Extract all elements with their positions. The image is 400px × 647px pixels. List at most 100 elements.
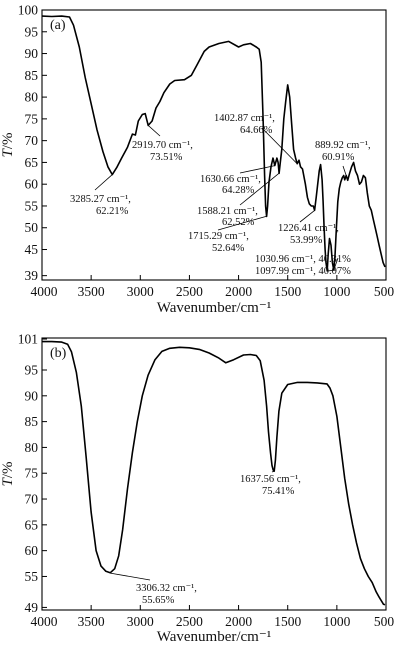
panel-b-y-tick-label: 80 — [25, 440, 39, 455]
panel-a-annotation-1715: 1715.29 cm⁻¹, 52.64% — [188, 231, 249, 254]
panel-a-label: (a) — [50, 18, 66, 33]
panel-a-annotation-1715-line2: 52.64% — [212, 243, 245, 254]
panel-a-annotation-1588: 1588.21 cm⁻¹, 62.52% — [197, 206, 258, 228]
panel-a-leader-line — [147, 125, 161, 137]
panel-a-annotation-1588-line1: 1588.21 cm⁻¹, — [197, 206, 258, 217]
panel-b-annotation-1637-line2: 75.41% — [262, 486, 295, 497]
panel-b-y-tick-label: 49 — [25, 600, 39, 615]
panel-a-x-tick-label: 1000 — [323, 284, 350, 299]
panel-a-annotation-1402-line1: 1402.87 cm⁻¹, — [214, 113, 275, 124]
panel-a-leader-line — [217, 215, 267, 231]
panel-b-x-tick-label: 500 — [374, 614, 395, 629]
panel-a-y-tick-label: 55 — [25, 198, 39, 213]
panel-a-y-tick-label: 95 — [25, 24, 39, 39]
panel-a-annotation-1588-line2: 62.52% — [222, 217, 255, 228]
panel-b-ticks: 4000 3500 3000 2500 2000 1500 1000 500 49 55 60 65 7… — [18, 332, 395, 629]
panel-a-y-tick-label: 85 — [25, 68, 39, 83]
panel-a-leader-line — [239, 172, 280, 206]
panel-a-y-tick-label: 65 — [25, 155, 39, 170]
panel-a-y-tick-label: 80 — [25, 90, 39, 105]
panel-b-y-tick-label: 85 — [25, 414, 39, 429]
panel-a-leader-line — [94, 174, 113, 191]
panel-b-x-tick-label: 1500 — [274, 614, 301, 629]
panel-a-annotation-1226-line2: 53.99% — [290, 235, 323, 246]
panel-a-annotation-889-line2: 60.91% — [322, 152, 355, 163]
panel-a-annotation-3285-line2: 62.21% — [96, 206, 129, 217]
panel-a-y-tick-label: 60 — [25, 177, 39, 192]
panel-a-annotation-2919: 2919.70 cm⁻¹, 73.51% — [132, 140, 193, 163]
panel-a-annotation-1226: 1226.41 cm⁻¹, 53.99% — [278, 223, 339, 246]
panel-a-annotation-2919-line2: 73.51% — [150, 152, 183, 163]
panel-b-annotation-leaders — [110, 470, 275, 581]
panel-b-y-tick-label: 101 — [18, 332, 38, 347]
panel-a-x-axis-label: Wavenumber/cm⁻¹ — [157, 300, 272, 316]
panel-a-x-tick-label: 3500 — [78, 284, 105, 299]
panel-a-y-axis-symbol: T — [0, 148, 16, 158]
panel-a-y-axis-unit: /% — [0, 132, 16, 149]
panel-b-plot-frame — [41, 337, 387, 611]
panel-b-y-axis-label: T/% — [0, 461, 16, 486]
panel-b-spectrum-line — [42, 340, 386, 606]
panel-a-y-tick-label: 70 — [25, 133, 39, 148]
panel-a-y-tick-label: 45 — [25, 242, 39, 257]
panel-a-spectrum-line — [41, 15, 386, 272]
panel-b-label: (b) — [50, 346, 67, 361]
panel-b-x-tick-label: 2000 — [225, 614, 252, 629]
panel-b-y-tick-label: 75 — [25, 466, 39, 481]
panel-a-annotation-1402: 1402.87 cm⁻¹, 64.66% — [214, 113, 275, 136]
panel-b-x-tick-label: 3500 — [78, 614, 105, 629]
panel-a-annotation-1630-line1: 1630.66 cm⁻¹, — [200, 174, 261, 185]
panel-b-y-axis-unit: /% — [0, 461, 16, 478]
panel-a-annotation-1402-line2: 64.66% — [240, 125, 273, 136]
panel-a-annotation-1030: 1030.96 cm⁻¹, 40.31% — [255, 254, 351, 265]
panel-b-x-tick-label: 1000 — [323, 614, 350, 629]
panel-a-x-tick-label: 2000 — [225, 284, 252, 299]
panel-a-x-tick-label: 1500 — [274, 284, 301, 299]
panel-a-annotation-1630-line2: 64.28% — [222, 185, 255, 196]
panel-b-x-tick-label: 3000 — [127, 614, 154, 629]
panel-a-leader-line — [239, 165, 275, 174]
panel-a-annotation-2919-line1: 2919.70 cm⁻¹, — [132, 140, 193, 151]
panel-a-y-tick-label: 39 — [25, 268, 39, 283]
panel-b-annotation-1637-line1: 1637.56 cm⁻¹, — [240, 474, 301, 485]
panel-b-y-tick-label: 55 — [25, 569, 39, 584]
panel-b-y-axis-symbol: T — [0, 477, 16, 487]
panel-a-y-tick-label: 75 — [25, 111, 39, 126]
panel-b-leader-line — [110, 572, 151, 581]
panel-a-annotation-3285: 3285.27 cm⁻¹, 62.21% — [70, 194, 131, 217]
panel-a-leader-line — [261, 127, 298, 165]
panel-b-y-tick-label: 90 — [25, 388, 39, 403]
panel-a-y-tick-label: 50 — [25, 220, 39, 235]
panel-b-x-axis-label: Wavenumber/cm⁻¹ — [157, 629, 272, 645]
panel-b-y-tick-label: 70 — [25, 492, 39, 507]
panel-a-chart: 4000 3500 3000 2500 2000 1500 1000 500 39 45 50 55 6… — [0, 3, 394, 317]
panel-b-annotation-3306: 3306.32 cm⁻¹, 55.65% — [136, 583, 197, 606]
panel-b-annotation-1637: 1637.56 cm⁻¹, 75.41% — [240, 474, 301, 497]
panel-a-x-tick-label: 500 — [374, 284, 395, 299]
panel-a-annotation-3285-line1: 3285.27 cm⁻¹, — [70, 194, 131, 205]
panel-a-plot-frame — [41, 9, 387, 281]
panel-a-annotation-889-line1: 889.92 cm⁻¹, — [315, 140, 371, 151]
panel-b-x-tick-label: 4000 — [31, 614, 58, 629]
panel-a-y-tick-label: 100 — [18, 3, 39, 18]
panel-a-x-tick-label: 2500 — [176, 284, 203, 299]
panel-a-annotation-leaders — [94, 125, 349, 272]
panel-b-y-tick-label: 60 — [25, 543, 39, 558]
panel-a-y-tick-label: 90 — [25, 46, 39, 61]
panel-b-y-tick-label: 65 — [25, 517, 39, 532]
panel-a-leader-line — [299, 210, 315, 223]
panel-a-annotation-1715-line1: 1715.29 cm⁻¹, — [188, 231, 249, 242]
panel-b-x-tick-label: 2500 — [176, 614, 203, 629]
panel-b-chart: 4000 3500 3000 2500 2000 1500 1000 500 49 55 60 65 7… — [0, 332, 394, 645]
panel-b-annotation-3306-line1: 3306.32 cm⁻¹, — [136, 583, 197, 594]
panel-b-annotation-3306-line2: 55.65% — [142, 595, 175, 606]
panel-a-ticks: 4000 3500 3000 2500 2000 1500 1000 500 39 45 50 55 6… — [18, 3, 395, 300]
panel-a-annotation-889: 889.92 cm⁻¹, 60.91% — [315, 140, 371, 163]
panel-a-y-axis-label: T/% — [0, 132, 16, 157]
panel-a-annotation-1097: 1097.99 cm⁻¹, 40.07% — [255, 266, 351, 277]
panel-a-x-tick-label: 3000 — [127, 284, 154, 299]
panel-a-x-tick-label: 4000 — [31, 284, 58, 299]
panel-a-annotation-1630: 1630.66 cm⁻¹, 64.28% — [200, 174, 261, 196]
panel-b-y-tick-label: 95 — [25, 363, 39, 378]
